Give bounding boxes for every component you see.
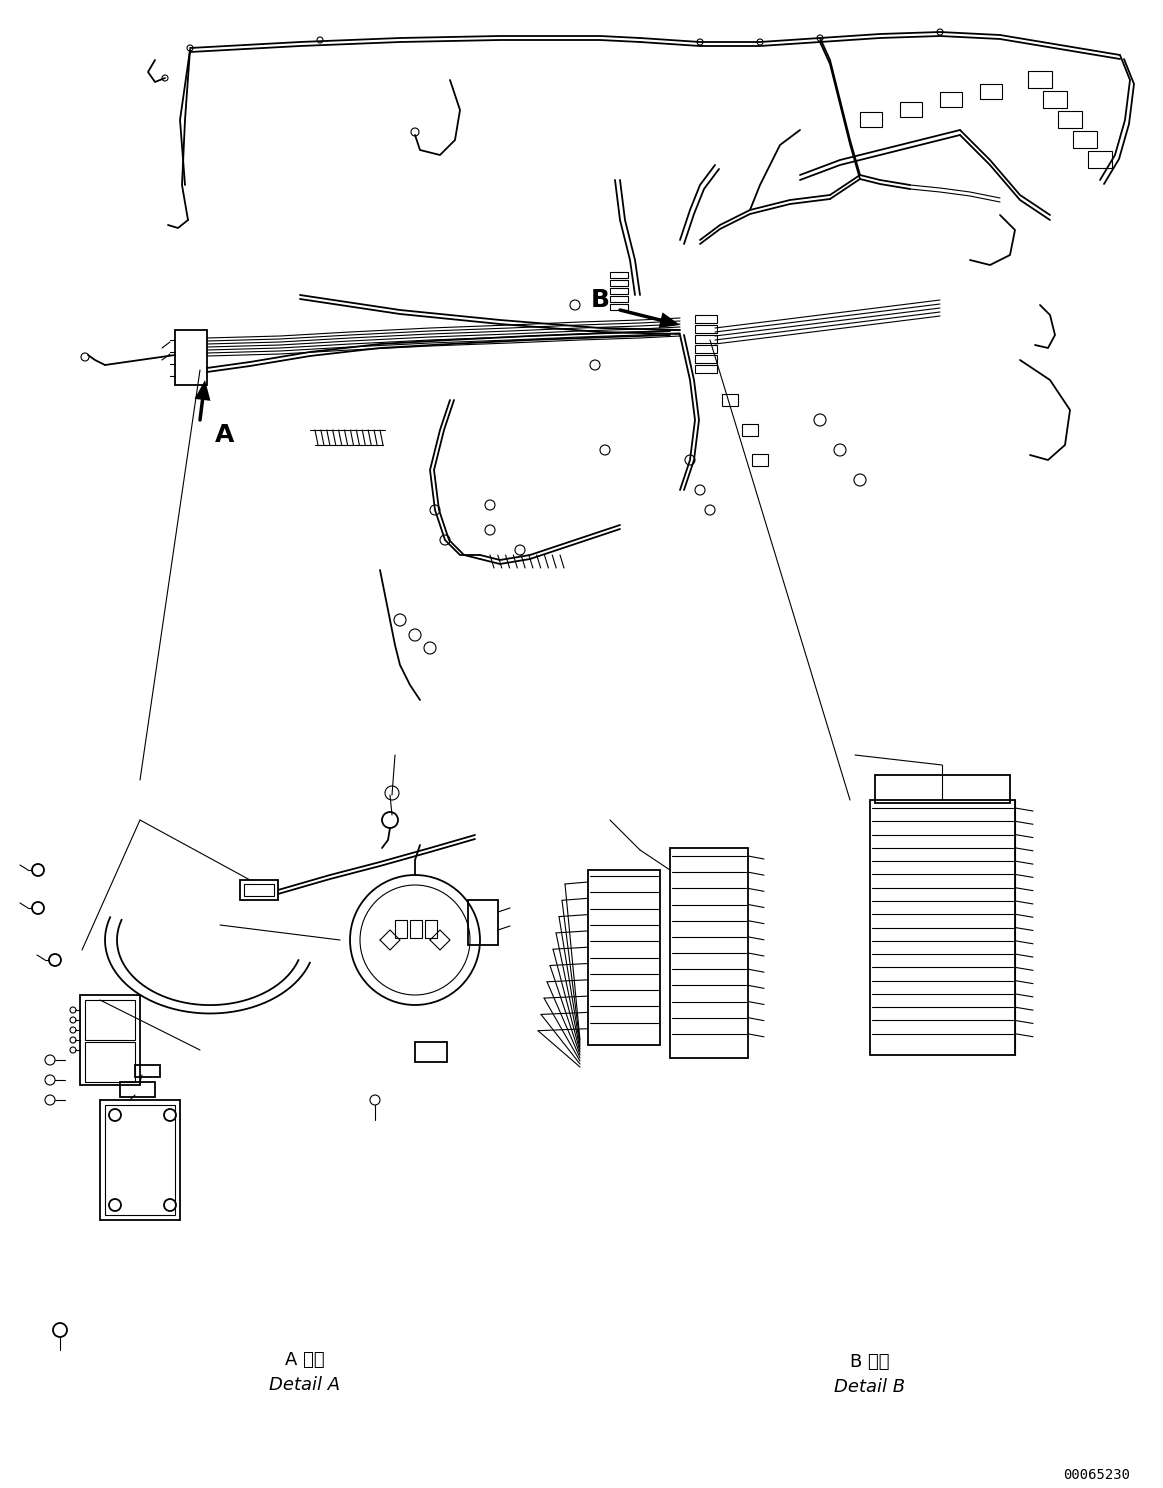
Text: A: A bbox=[215, 423, 235, 446]
Bar bbox=[722, 394, 739, 406]
Bar bbox=[611, 304, 628, 310]
Bar bbox=[695, 345, 718, 353]
Bar bbox=[695, 335, 718, 344]
Bar bbox=[120, 1082, 155, 1097]
Bar bbox=[1028, 71, 1053, 88]
Bar bbox=[859, 112, 882, 126]
Bar bbox=[980, 83, 1003, 100]
Bar bbox=[174, 330, 207, 385]
Bar bbox=[1058, 112, 1082, 128]
Bar bbox=[468, 900, 498, 945]
Bar bbox=[695, 324, 718, 333]
Bar bbox=[611, 296, 628, 302]
Bar bbox=[742, 424, 758, 436]
Bar bbox=[695, 315, 718, 323]
Bar bbox=[940, 92, 962, 107]
Bar bbox=[395, 920, 407, 937]
Bar bbox=[240, 879, 278, 900]
Bar bbox=[411, 920, 422, 937]
Bar bbox=[1073, 131, 1097, 147]
Bar bbox=[244, 884, 274, 896]
Bar bbox=[100, 1100, 180, 1220]
Bar bbox=[105, 1106, 174, 1216]
Bar bbox=[611, 272, 628, 278]
Bar bbox=[1043, 91, 1066, 109]
Bar bbox=[588, 870, 659, 1045]
Bar bbox=[1089, 150, 1112, 168]
Bar bbox=[611, 289, 628, 295]
Text: Detail A: Detail A bbox=[270, 1376, 341, 1394]
Bar bbox=[752, 454, 768, 466]
Bar bbox=[875, 775, 1009, 804]
Bar bbox=[695, 356, 718, 363]
Bar bbox=[870, 801, 1015, 1055]
Polygon shape bbox=[658, 312, 680, 327]
Bar bbox=[900, 103, 922, 118]
Polygon shape bbox=[194, 379, 211, 400]
Text: B 詳細: B 詳細 bbox=[850, 1353, 890, 1370]
Bar bbox=[85, 1042, 135, 1082]
Text: B: B bbox=[591, 289, 609, 312]
Bar bbox=[80, 995, 140, 1085]
Bar bbox=[415, 1042, 447, 1062]
Bar bbox=[135, 1065, 160, 1077]
Text: 00065230: 00065230 bbox=[1063, 1469, 1130, 1482]
Bar bbox=[611, 280, 628, 286]
Text: A 詳細: A 詳細 bbox=[285, 1351, 324, 1369]
Bar bbox=[85, 1000, 135, 1040]
Bar bbox=[424, 920, 437, 937]
Text: Detail B: Detail B bbox=[834, 1378, 906, 1396]
Bar bbox=[695, 365, 718, 373]
Bar bbox=[670, 848, 748, 1058]
